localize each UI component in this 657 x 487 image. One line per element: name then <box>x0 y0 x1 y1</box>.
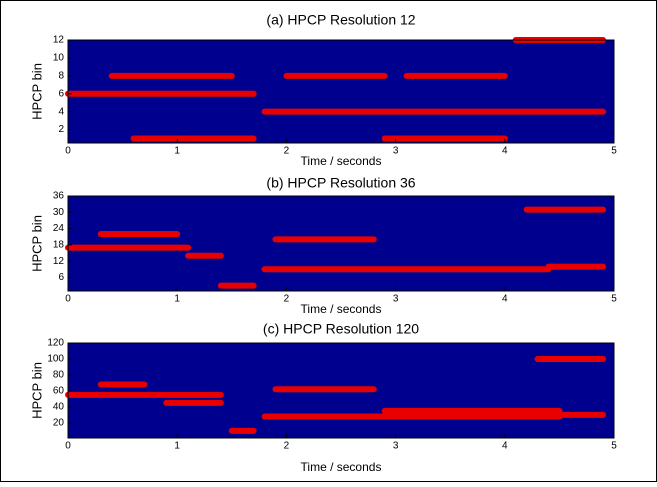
axes-frame <box>67 195 615 292</box>
x-tick-label: 5 <box>611 441 617 452</box>
y-axis-label: HPCP bin <box>29 215 44 272</box>
x-tick-label: 5 <box>611 294 617 305</box>
x-axis-label: Time / seconds <box>301 302 382 316</box>
x-tick-label: 1 <box>174 146 180 157</box>
y-tick-label: 4 <box>58 106 64 117</box>
x-tick-label: 0 <box>65 146 71 157</box>
y-tick-label: 100 <box>47 354 64 365</box>
y-tick-label: 80 <box>53 370 65 381</box>
y-tick-label: 30 <box>53 207 65 218</box>
x-tick-label: 3 <box>393 441 399 452</box>
y-tick-label: 6 <box>58 272 64 283</box>
x-tick-label: 5 <box>611 146 617 157</box>
x-tick-label: 2 <box>284 294 290 305</box>
x-tick-label: 0 <box>65 294 71 305</box>
y-tick-label: 12 <box>53 35 65 46</box>
y-tick-label: 2 <box>58 124 64 135</box>
y-tick-label: 8 <box>58 70 64 81</box>
x-tick-label: 1 <box>174 294 180 305</box>
axes-frame <box>67 39 615 144</box>
x-tick-label: 2 <box>284 441 290 452</box>
x-axis-label: Time / seconds <box>301 154 382 168</box>
x-tick-label: 1 <box>174 441 180 452</box>
y-tick-label: 12 <box>53 256 65 267</box>
chart-title: (c) HPCP Resolution 120 <box>263 321 419 337</box>
x-tick-label: 4 <box>502 146 508 157</box>
x-axis-label: Time / seconds <box>301 460 382 474</box>
y-tick-label: 6 <box>58 88 64 99</box>
x-tick-label: 0 <box>65 441 71 452</box>
y-tick-label: 10 <box>53 53 65 64</box>
x-tick-label: 3 <box>393 294 399 305</box>
y-tick-label: 36 <box>53 191 65 202</box>
y-axis-label: HPCP bin <box>29 63 44 120</box>
y-axis-label: HPCP bin <box>29 362 44 419</box>
x-tick-label: 3 <box>393 146 399 157</box>
x-tick-label: 4 <box>502 441 508 452</box>
chart-title: (b) HPCP Resolution 36 <box>266 175 415 191</box>
y-tick-label: 120 <box>47 338 64 349</box>
x-tick-label: 2 <box>284 146 290 157</box>
y-tick-label: 60 <box>53 386 65 397</box>
heatmap-background <box>68 196 614 291</box>
y-tick-label: 18 <box>53 239 65 250</box>
y-tick-label: 20 <box>53 417 65 428</box>
y-tick-label: 40 <box>53 402 65 413</box>
chart-title: (a) HPCP Resolution 12 <box>266 12 415 28</box>
x-tick-label: 4 <box>502 294 508 305</box>
y-tick-label: 24 <box>53 223 65 234</box>
